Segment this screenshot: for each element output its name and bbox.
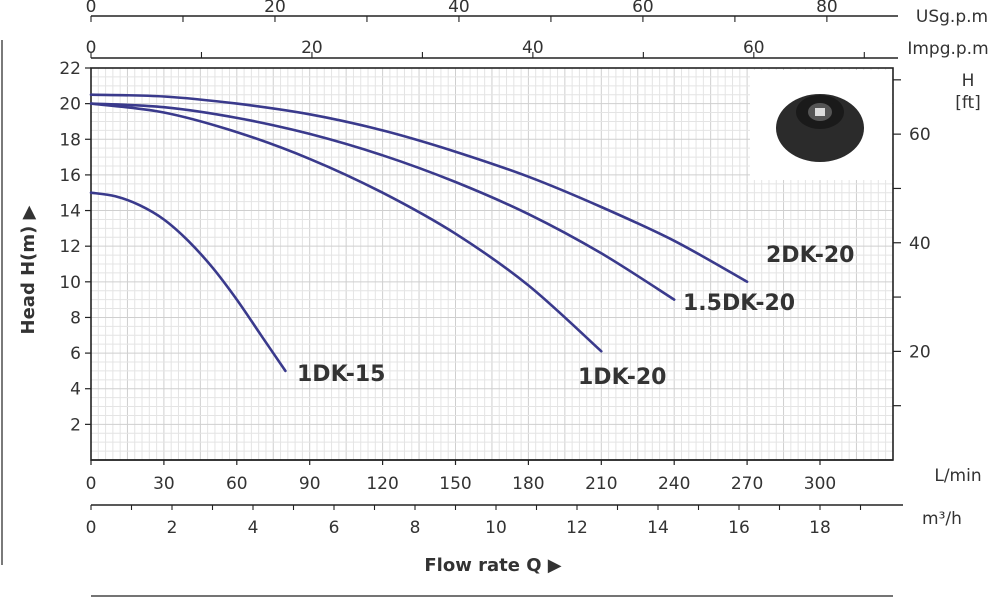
impgpm-tick-label: 40 [522, 38, 544, 58]
y-tick-label: 18 [59, 130, 81, 150]
ft-tick-label: 20 [909, 342, 931, 362]
curve-label-1-5dk-20: 1.5DK-20 [683, 291, 795, 316]
lmin-tick-label: 30 [153, 474, 175, 494]
curve-1dk-15 [89, 191, 287, 373]
impeller-bore [815, 108, 825, 116]
chart-curves [89, 93, 749, 373]
lmin-tick-label: 0 [86, 474, 97, 494]
impgpm-tick-label: 0 [86, 38, 97, 58]
lmin-tick-label: 180 [512, 474, 544, 494]
chart-curve-labels: 1DK-15 1DK-20 1.5DK-20 2DK-20 [297, 243, 854, 390]
y-tick-label: 8 [70, 308, 81, 328]
m3h-tick-label: 4 [248, 518, 259, 538]
lmin-tick-label: 120 [366, 474, 398, 494]
impeller-photo [750, 70, 892, 180]
lmin-unit: L/min [934, 466, 981, 486]
y-tick-label: 14 [59, 202, 81, 222]
chart-grid [90, 67, 894, 461]
y-tick-label: 12 [59, 237, 81, 257]
ft-tick-label: 40 [909, 234, 931, 254]
ft-tick-label: 60 [909, 125, 931, 145]
usgpm-tick-label: 80 [816, 0, 838, 17]
m3h-unit: m³/h [922, 509, 962, 529]
y-tick-label: 6 [70, 344, 81, 364]
y-axis-title: Head H(m) ▶ [18, 205, 39, 334]
lmin-tick-label: 90 [299, 474, 321, 494]
curve-1-5dk-20 [89, 102, 676, 301]
curve-1dk-20 [89, 102, 603, 353]
impgpm-tick-label: 20 [301, 38, 323, 58]
lmin-tick-label: 210 [585, 474, 617, 494]
x-axis-title: Flow rate Q ▶ [424, 555, 561, 576]
usgpm-tick-label: 20 [264, 0, 286, 17]
m3h-tick-label: 0 [86, 518, 97, 538]
m3h-tick-label: 6 [329, 518, 340, 538]
m3h-tick-label: 14 [647, 518, 669, 538]
ft-unit-line2: [ft] [955, 93, 981, 113]
m3h-tick-label: 8 [410, 518, 421, 538]
usgpm-unit: USg.p.m [916, 7, 988, 27]
y-tick-label: 10 [59, 273, 81, 293]
m3h-tick-label: 18 [809, 518, 831, 538]
usgpm-tick-label: 40 [448, 0, 470, 17]
usgpm-tick-label: 60 [632, 0, 654, 17]
y-tick-label: 16 [59, 166, 81, 186]
impgpm-unit: Impg.p.m [907, 39, 988, 59]
impgpm-tick-label: 60 [743, 38, 765, 58]
curve-label-1dk-20: 1DK-20 [578, 365, 666, 390]
lmin-tick-label: 300 [804, 474, 836, 494]
m3h-tick-label: 10 [485, 518, 507, 538]
lmin-tick-label: 240 [658, 474, 690, 494]
curve-2dk-20 [89, 93, 749, 284]
lmin-tick-label: 150 [439, 474, 471, 494]
y-tick-label: 20 [59, 95, 81, 115]
m3h-tick-label: 12 [566, 518, 588, 538]
y-tick-label: 2 [70, 415, 81, 435]
curve-label-2dk-20: 2DK-20 [766, 243, 854, 268]
curve-label-1dk-15: 1DK-15 [297, 362, 385, 387]
lmin-tick-label: 270 [731, 474, 763, 494]
y-tick-label: 4 [70, 380, 81, 400]
m3h-tick-label: 2 [167, 518, 178, 538]
lmin-tick-label: 60 [226, 474, 248, 494]
m3h-tick-label: 16 [728, 518, 750, 538]
usgpm-tick-label: 0 [86, 0, 97, 17]
ft-unit-line1: H [962, 71, 975, 91]
y-tick-label: 22 [59, 59, 81, 79]
